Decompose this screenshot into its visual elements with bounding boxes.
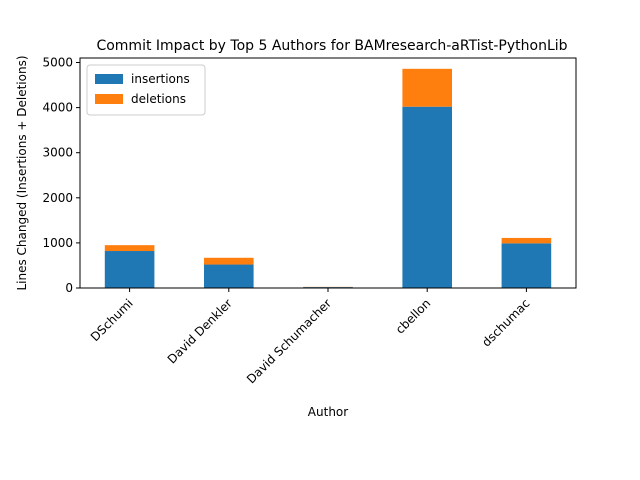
bar-insertions-1: [204, 264, 254, 288]
y-axis: 0 1000 2000 3000 4000 5000: [42, 56, 80, 295]
legend-swatch-deletions: [95, 94, 123, 104]
chart-title: Commit Impact by Top 5 Authors for BAMre…: [96, 38, 567, 54]
y-tick-label: 2000: [42, 191, 73, 205]
x-tick-label: DSchumi: [88, 296, 136, 344]
x-tick-label: dschumac: [479, 296, 532, 349]
bar-deletions-4: [501, 237, 552, 244]
bar-deletions-3: [402, 68, 452, 107]
y-tick-label: 3000: [42, 146, 73, 160]
x-tick-label: cbellon: [393, 296, 433, 336]
bar-insertions-3: [402, 106, 452, 289]
x-axis: DSchumi David Denkler David Schumacher cbel…: [88, 288, 533, 386]
plot-frame: [79, 57, 577, 289]
bar-deletions-0: [104, 245, 155, 252]
x-tick-label: David Denkler: [165, 296, 235, 366]
y-tick-label: 0: [65, 281, 73, 295]
y-tick-label: 1000: [42, 236, 73, 250]
bar-insertions-4: [501, 243, 552, 288]
y-tick-label: 5000: [42, 56, 73, 70]
legend-label-insertions: insertions: [131, 72, 190, 86]
legend: insertions deletions: [86, 64, 206, 116]
y-axis-label: Lines Changed (Insertions + Deletions): [15, 55, 29, 290]
legend-label-deletions: deletions: [131, 92, 186, 106]
x-tick-label: David Schumacher: [244, 296, 334, 386]
bar-deletions-1: [204, 257, 254, 265]
x-axis-label: Author: [308, 405, 348, 419]
bar-insertions-0: [104, 251, 155, 288]
bars-group: [104, 68, 552, 289]
y-tick-label: 4000: [42, 101, 73, 115]
legend-swatch-insertions: [95, 74, 123, 84]
